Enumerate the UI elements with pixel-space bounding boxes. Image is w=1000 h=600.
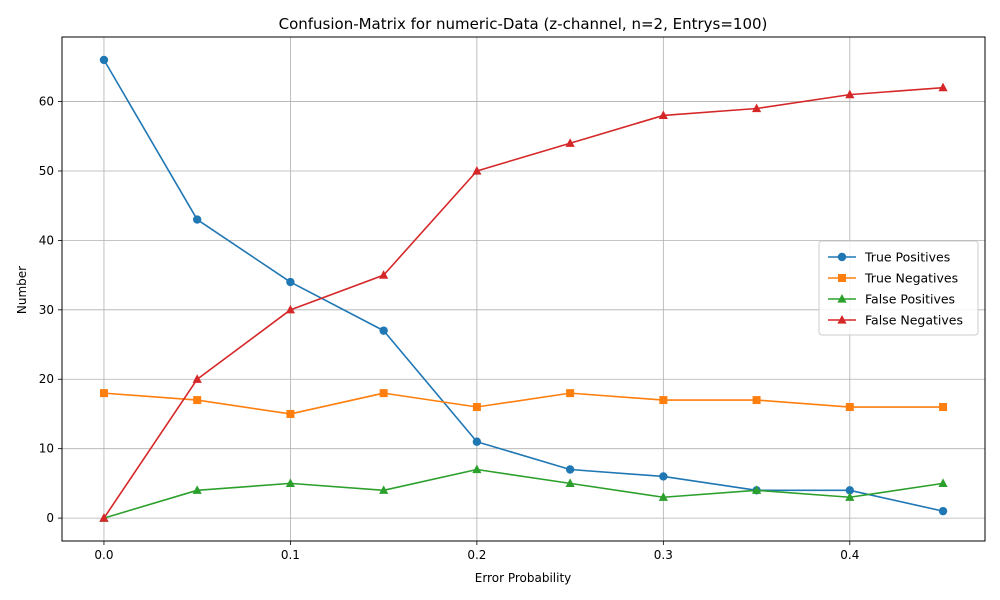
data-point [938, 506, 948, 516]
data-point [286, 409, 295, 418]
data-point [659, 396, 668, 405]
y-tick-label: 20 [39, 372, 54, 386]
data-point [379, 389, 388, 398]
x-tick-label: 0.0 [94, 548, 113, 562]
data-point [565, 465, 575, 474]
y-tick-label: 60 [39, 95, 54, 109]
data-point [566, 389, 575, 398]
series-true-negatives [99, 389, 948, 418]
y-tick-label: 50 [39, 164, 54, 178]
data-point [99, 513, 109, 522]
series-line [103, 59, 944, 512]
data-point [565, 478, 575, 487]
data-point [938, 82, 948, 92]
chart-title: Confusion-Matrix for numeric-Data (z-cha… [279, 15, 768, 33]
data-point [845, 492, 855, 501]
data-point [751, 103, 762, 113]
series-false-negatives [99, 82, 948, 522]
legend-item: True Positives [828, 250, 950, 265]
series-line [103, 392, 944, 415]
legend: True Positives True Negatives False Positi… [818, 240, 979, 336]
data-point [285, 478, 296, 487]
y-tick-label: 10 [39, 442, 54, 456]
legend-item: True Negatives [828, 271, 958, 286]
data-point [379, 326, 388, 335]
legend-label: True Positives [864, 250, 950, 265]
data-point [192, 485, 202, 494]
legend-item: False Positives [828, 292, 955, 307]
data-point [751, 485, 762, 494]
data-point [192, 215, 202, 224]
data-point [99, 389, 108, 398]
data-point [379, 485, 389, 494]
data-point [286, 277, 295, 287]
legend-item: False Negatives [828, 313, 963, 328]
legend-label: False Positives [865, 292, 955, 307]
x-tick-label: 0.3 [654, 548, 673, 562]
x-tick-label: 0.2 [467, 548, 486, 562]
data-point [658, 110, 668, 120]
data-point [845, 403, 854, 412]
data-point [752, 396, 761, 405]
data-point [472, 464, 482, 474]
data-point [845, 486, 855, 495]
data-point [99, 55, 109, 65]
legend-label: False Negatives [865, 313, 963, 328]
series-false-positives [99, 464, 948, 522]
legend-box [818, 240, 979, 336]
data-point [472, 437, 482, 446]
plot-frame [61, 36, 986, 542]
data-point [192, 374, 202, 383]
legend-marker [838, 274, 846, 282]
data-point [379, 270, 389, 279]
series-true-positives [99, 55, 948, 516]
series-line [103, 468, 944, 519]
y-tick-label: 0 [46, 511, 54, 525]
legend-marker [837, 315, 847, 324]
legend-marker [837, 294, 847, 303]
y-axis-label: Number [15, 266, 29, 314]
x-tick-label: 0.1 [281, 548, 300, 562]
x-tick-label: 0.4 [840, 548, 859, 562]
data-point [472, 403, 481, 412]
series-line [103, 86, 944, 519]
series-layer [99, 55, 948, 522]
data-point [472, 165, 482, 175]
data-point [845, 89, 855, 99]
data-point [565, 138, 575, 147]
legend-marker [837, 252, 847, 262]
data-point [939, 403, 948, 412]
y-tick-label: 40 [39, 233, 54, 247]
x-axis-label: Error Probability [475, 571, 572, 585]
axes: 0.0 0.1 0.2 0.3 0.4 0 10 20 30 40 50 60 [39, 95, 860, 562]
data-point [659, 472, 668, 481]
data-point [285, 304, 296, 314]
data-point [938, 478, 948, 487]
data-point [658, 492, 668, 501]
y-tick-label: 30 [39, 303, 54, 317]
data-point [193, 396, 202, 405]
legend-label: True Negatives [864, 271, 958, 286]
